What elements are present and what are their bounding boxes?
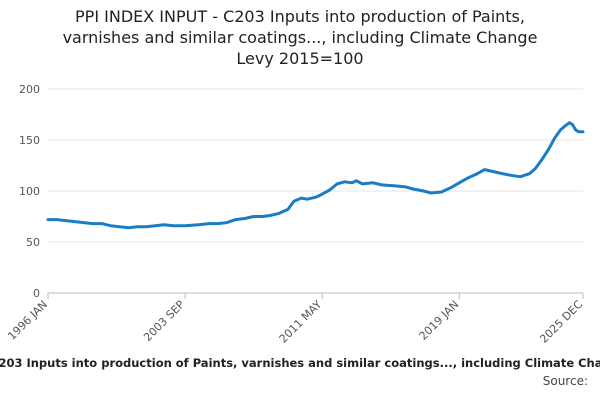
x-tick-label: 2011 MAY <box>277 298 325 346</box>
series-line <box>46 121 585 230</box>
y-tick-label: 50 <box>26 236 40 249</box>
y-tick-label: 0 <box>33 287 40 300</box>
x-tick-label: 1996 JAN <box>5 298 50 343</box>
legend-label: C203 Inputs into production of Paints, v… <box>0 356 600 370</box>
y-tick-label: 100 <box>19 185 40 198</box>
x-tick-label: 2003 SEP <box>141 298 187 344</box>
y-tick-label: 200 <box>19 83 40 96</box>
y-tick-label: 150 <box>19 134 40 147</box>
legend: C203 Inputs into production of Paints, v… <box>0 356 600 370</box>
source-label: Source: <box>542 374 588 388</box>
x-tick-label: 2025 DEC <box>537 298 585 346</box>
x-tick-label: 2019 JAN <box>417 298 462 343</box>
chart-title: PPI INDEX INPUT - C203 Inputs into produ… <box>62 7 538 68</box>
